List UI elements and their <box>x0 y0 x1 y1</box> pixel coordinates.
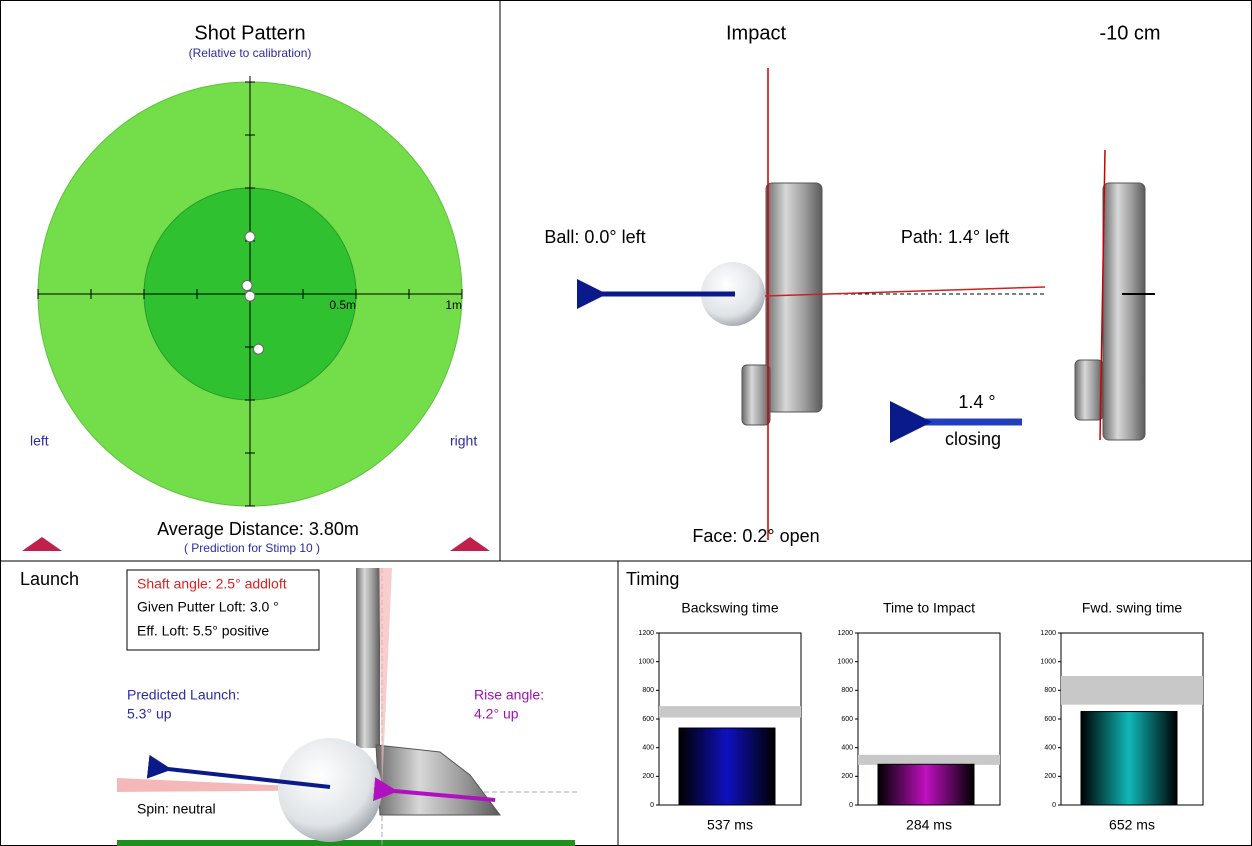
tick-label: 0.5m <box>329 298 356 312</box>
y-tick-label: 0 <box>650 802 654 809</box>
timing-charts: Backswing time 0 200 400 600 800 1000 1200 537 m… <box>638 600 1204 833</box>
tick-label: 1m <box>445 298 462 312</box>
y-tick-label: 1000 <box>837 659 853 666</box>
shaft-angle: Shaft angle: 2.5° addloft <box>137 576 287 592</box>
side-label: right <box>450 433 477 449</box>
panel-title: -10 cm <box>1099 22 1160 44</box>
y-tick-label: 1200 <box>1040 630 1056 637</box>
y-tick-label: 400 <box>841 745 853 752</box>
launch-drawing <box>117 568 578 846</box>
bar <box>877 763 975 806</box>
target-range <box>1061 676 1203 705</box>
scroll-button[interactable] <box>22 537 62 551</box>
value-label: 537 ms <box>707 817 753 833</box>
panel-subtitle: (Relative to calibration) <box>189 46 312 60</box>
value-label: 284 ms <box>906 817 952 833</box>
chart-title: Backswing time <box>681 600 778 616</box>
bar <box>1080 711 1178 806</box>
effective-loft: Eff. Loft: 5.5° positive <box>137 623 269 639</box>
shot-pattern-panel: 0.5m 1m <box>37 76 463 507</box>
launch-label: Predicted Launch: <box>127 687 240 703</box>
y-tick-label: 400 <box>642 745 654 752</box>
face-rotation-note: closing <box>945 429 1001 449</box>
shot-point <box>244 231 256 243</box>
y-tick-label: 1200 <box>638 630 654 637</box>
chart-title: Fwd. swing time <box>1082 600 1183 616</box>
y-tick-label: 200 <box>1044 773 1056 780</box>
y-tick-label: 0 <box>1052 802 1056 809</box>
chart-title: Time to Impact <box>883 600 975 616</box>
y-tick-label: 1000 <box>638 659 654 666</box>
bar <box>678 727 776 806</box>
shot-point <box>241 280 253 292</box>
y-tick-label: 200 <box>642 773 654 780</box>
path-angle: Path: 1.4° left <box>901 227 1009 247</box>
y-tick-label: 800 <box>642 687 654 694</box>
y-tick-label: 200 <box>841 773 853 780</box>
y-tick-label: 600 <box>1044 716 1056 723</box>
panel-title: Shot Pattern <box>194 22 305 44</box>
y-tick-label: 800 <box>841 687 853 694</box>
y-tick-label: 1200 <box>837 630 853 637</box>
y-tick-label: 0 <box>849 802 853 809</box>
y-tick-label: 600 <box>841 716 853 723</box>
y-tick-label: 600 <box>642 716 654 723</box>
value-label: 652 ms <box>1109 817 1155 833</box>
loft-box <box>126 569 320 651</box>
average-distance: Average Distance: 3.80m <box>157 519 359 539</box>
y-tick-label: 800 <box>1044 687 1056 694</box>
face-angle: Face: 0.2° open <box>692 526 819 546</box>
target-range <box>659 706 801 718</box>
y-tick-label: 400 <box>1044 745 1056 752</box>
face-rotation: 1.4 ° <box>958 392 995 412</box>
impact-drawing <box>577 68 1155 540</box>
side-label: left <box>30 433 49 449</box>
rise-label: Rise angle: <box>474 687 544 703</box>
shot-point <box>252 343 264 355</box>
target-range <box>858 754 1000 765</box>
spin: Spin: neutral <box>137 801 216 817</box>
y-tick-label: 1000 <box>1040 659 1056 666</box>
shot-point <box>244 290 256 302</box>
panel-title: Timing <box>626 569 679 589</box>
putter-loft: Given Putter Loft: 3.0 ° <box>137 599 279 615</box>
rise-value: 4.2° up <box>474 706 519 722</box>
prediction-note: ( Prediction for Stimp 10 ) <box>184 541 320 555</box>
ball-direction: Ball: 0.0° left <box>544 227 645 247</box>
launch-value: 5.3° up <box>127 706 172 722</box>
panel-title: Launch <box>20 569 79 589</box>
scroll-button[interactable] <box>450 537 490 551</box>
panel-title: Impact <box>726 22 786 44</box>
